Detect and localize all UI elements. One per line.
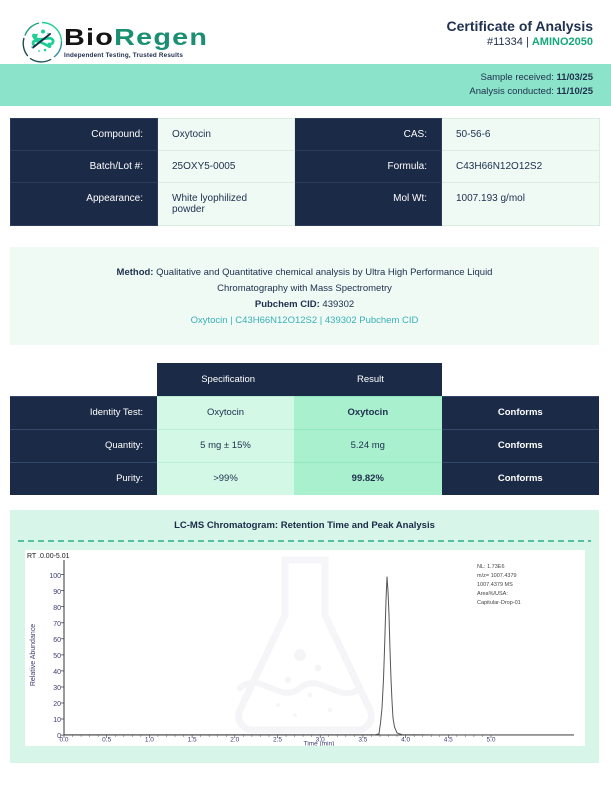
svg-text:Area%/USA:: Area%/USA: <box>477 591 508 597</box>
svg-text:100: 100 <box>49 573 61 580</box>
svg-text:50: 50 <box>53 653 61 660</box>
svg-text:20: 20 <box>53 701 61 708</box>
svg-text:m/z= 1007.4379: m/z= 1007.4379 <box>477 573 517 579</box>
svg-text:80: 80 <box>53 605 61 612</box>
svg-text:10: 10 <box>53 717 61 724</box>
svg-text:RT .0.00-5.01: RT .0.00-5.01 <box>27 553 70 560</box>
svg-text:70: 70 <box>53 621 61 628</box>
svg-text:1007.4379 MS: 1007.4379 MS <box>477 582 513 588</box>
svg-text:Relative Abundance: Relative Abundance <box>30 624 37 686</box>
svg-text:90: 90 <box>53 589 61 596</box>
svg-text:30: 30 <box>53 685 61 692</box>
svg-text:Capitular-Drop-01: Capitular-Drop-01 <box>477 600 521 606</box>
svg-text:Time (min): Time (min) <box>304 741 335 747</box>
svg-text:40: 40 <box>53 669 61 676</box>
svg-text:NL: 1.73E6: NL: 1.73E6 <box>477 564 505 570</box>
svg-text:60: 60 <box>53 637 61 644</box>
